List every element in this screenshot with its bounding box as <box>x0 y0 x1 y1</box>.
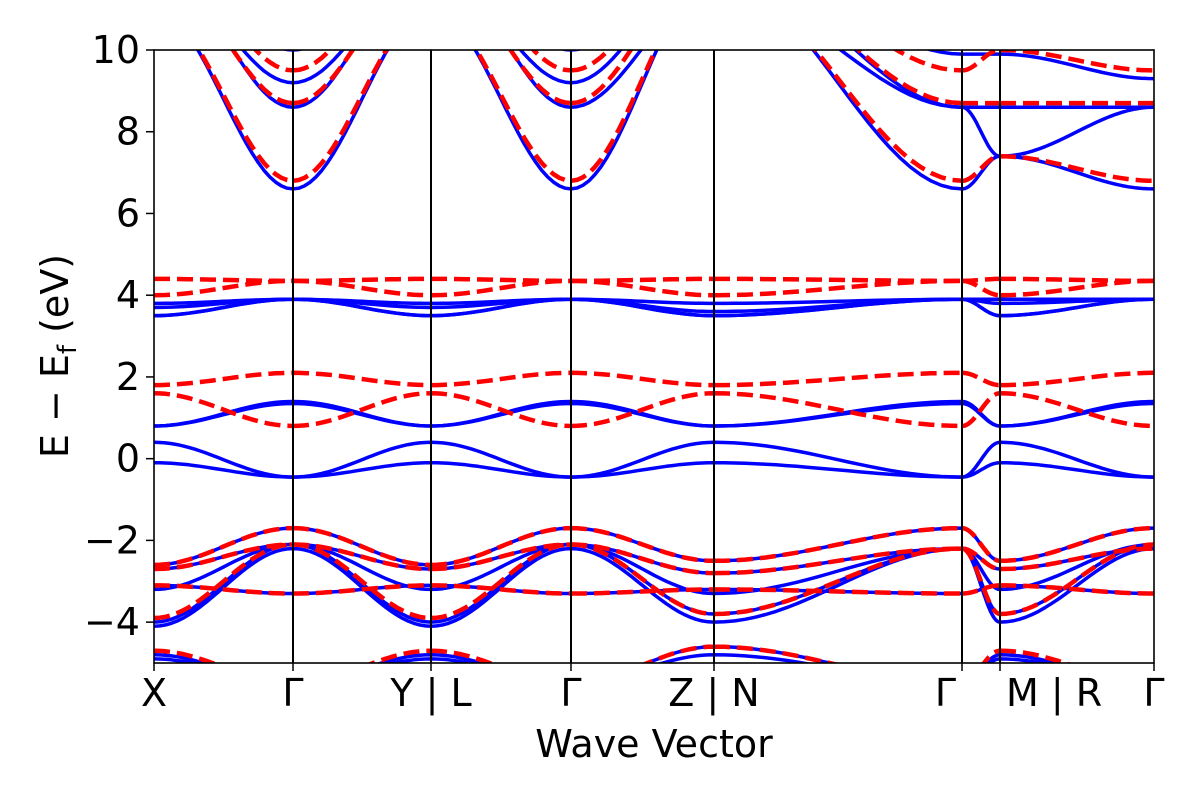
solid-band-7 <box>154 297 1154 318</box>
x-tick-label: X <box>141 671 167 715</box>
x-tick-label: Z | N <box>668 671 759 716</box>
x-axis-ticks: X Γ Y | L Γ Z | N Γ M | R Γ <box>141 663 1165 716</box>
x-tick-label: Γ <box>1143 671 1164 715</box>
x-tick-label: Γ <box>282 671 303 715</box>
dashed-band-7 <box>154 525 1154 568</box>
y-tick-label: −2 <box>84 518 140 562</box>
y-tick-label: 6 <box>116 191 140 235</box>
y-axis-title: E − Ef (eV) <box>33 254 83 458</box>
dashed-band-9 <box>154 583 1154 596</box>
x-tick-label: Γ <box>560 671 581 715</box>
x-axis-title: Wave Vector <box>535 722 773 766</box>
solid-band-5 <box>154 297 1154 314</box>
y-axis-ticks: 10 8 6 4 2 0 −2 −4 <box>84 28 154 644</box>
dashed-band-10 <box>154 542 1154 621</box>
plot-frame <box>153 49 1155 664</box>
solid-band-11 <box>154 461 1154 479</box>
y-axis-title-subscript: f <box>53 344 83 354</box>
kpath-dividers <box>292 50 1001 663</box>
y-tick-label: 2 <box>116 355 140 399</box>
y-tick-label: 8 <box>116 110 140 154</box>
y-tick-label: 0 <box>116 437 140 481</box>
solid-band-15 <box>154 542 1154 596</box>
y-tick-label: 4 <box>116 273 140 317</box>
x-tick-label: Γ <box>935 671 956 715</box>
solid-band-9 <box>154 401 1154 428</box>
dashed-band-series <box>154 50 1154 663</box>
solid-band-10 <box>154 440 1154 479</box>
dashed-band-2 <box>196 50 1154 184</box>
solid-band-4 <box>154 297 1154 306</box>
dashed-band-5 <box>154 370 1154 388</box>
y-tick-label: 10 <box>92 28 140 72</box>
dashed-band-3 <box>154 276 1154 284</box>
dashed-band-8 <box>154 542 1154 576</box>
x-tick-label: Y | L <box>389 671 471 716</box>
y-axis-title-unit: (eV) <box>33 254 77 345</box>
y-axis-title-main: E − E <box>33 354 77 458</box>
dashed-band-4 <box>154 278 1154 298</box>
dashed-band-6 <box>154 391 1154 429</box>
y-tick-label: −4 <box>84 600 140 644</box>
x-tick-label: M | R <box>1006 671 1102 716</box>
